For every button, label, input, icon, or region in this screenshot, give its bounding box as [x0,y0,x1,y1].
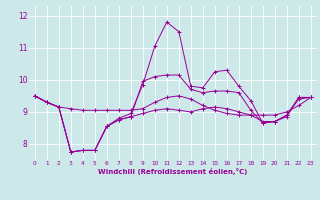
X-axis label: Windchill (Refroidissement éolien,°C): Windchill (Refroidissement éolien,°C) [98,168,247,175]
